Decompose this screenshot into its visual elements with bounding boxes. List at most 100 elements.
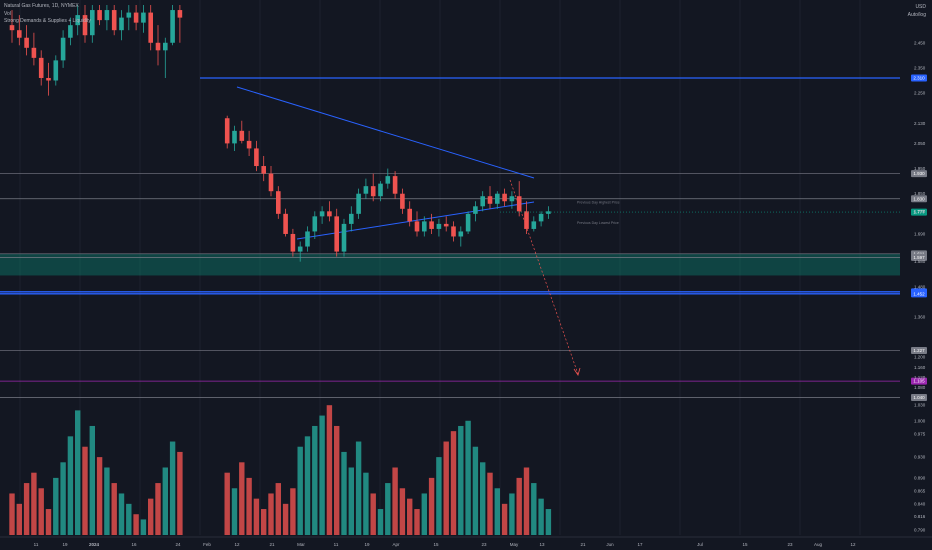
candle [458,226,464,247]
volume-bar [268,493,274,535]
candle [17,15,22,46]
volume-bar [104,467,110,535]
time-tick-label: May [510,542,519,547]
candle [327,201,332,222]
level-price-badge: 1.227 [911,346,927,354]
volume-bar [231,488,238,535]
level-badge-bg [911,346,927,354]
volume-tick-label: 0.816 [914,514,926,519]
candle-body [119,17,124,31]
volume-bar [16,503,22,535]
horizontal-levels[interactable] [0,77,900,398]
candle [224,115,230,149]
volume-bar [133,514,139,535]
level-badge-text: 1.040 [913,395,925,400]
price-tick-label: 1.850 [914,191,926,196]
time-tick-label: Jul [697,542,703,547]
volume-bar [319,415,325,535]
candle [378,181,383,202]
supply-demand-indicator-label[interactable]: Strong Demands & Supplies + Liquidity [4,18,91,24]
candle [133,5,139,31]
candle-body [261,166,266,174]
volume-bar [523,467,530,535]
candle-body [429,221,434,229]
candle [495,191,500,209]
volume-bar [326,405,333,535]
volume-tick-label: 1.030 [914,403,926,408]
candle-body [9,25,15,31]
time-tick-label: Mar [297,542,305,547]
candle [155,25,161,66]
prev-day-low-note: Previous Day Lowest Price [577,221,619,225]
candle-body [400,193,405,209]
price-axis[interactable]: 2.3101.9301.8301.6111.5971.4601.4521.227… [500,40,927,532]
candle-body [17,30,22,38]
time-tick-label: 17 [637,542,643,547]
candle [38,50,44,86]
price-notes: Previous Day Highest Price Previous Day L… [577,201,620,225]
time-tick-label: 19 [364,542,370,547]
time-tick-label: 12 [234,542,240,547]
level-badge-text: 1.227 [913,348,925,353]
candle-body [290,233,296,252]
price-tick-label: 1.160 [914,365,926,370]
chart-grid [19,0,861,535]
time-tick-label: 21 [580,542,586,547]
time-tick-label: 16 [131,542,137,547]
price-tick-label: 1.080 [914,385,926,390]
candlesticks [9,5,551,262]
candle [261,155,266,182]
vol-indicator-label[interactable]: Vol [4,10,11,17]
volume-bar [385,483,391,535]
candle-body [341,223,347,252]
candle-body [31,47,37,58]
level-badge-bg [911,253,927,261]
symbol-title[interactable]: Natural Gas Futures, 1D, NYMEX [4,3,79,9]
demand-zone-rect [0,253,900,276]
candle-body [24,37,29,48]
level-badge-bg [911,170,927,178]
candle-body [305,231,310,247]
volume-tick-label: 0.865 [914,488,926,493]
candle-body [38,57,44,78]
candle [239,120,245,144]
candle [75,5,80,36]
candle-body [516,196,522,212]
volume-tick-label: 0.790 [914,527,926,532]
volume-bar [75,410,81,535]
volume-bar [282,503,289,535]
projection-arrow[interactable] [509,179,581,376]
candle-body [392,176,398,194]
projection-arrowhead [573,367,581,376]
candle [429,213,434,234]
time-axis[interactable]: Dec111920241624Feb1221Mar1119Apr1523May1… [0,536,932,547]
candle-body [451,226,456,237]
scale-mode-label[interactable]: Auto/log [907,12,926,18]
candle [312,211,318,239]
volume-bar [53,477,59,535]
candle [524,201,529,234]
volume-bar [297,446,303,535]
candle-body [334,216,339,252]
candle [370,173,376,202]
time-tick-label: Aug [814,542,823,547]
level-badge-bg [911,393,927,401]
time-tick-label: Feb [203,542,211,547]
candle [443,216,449,232]
candle-body [53,60,59,81]
time-tick-label: 19 [62,542,68,547]
candle-body [75,15,80,26]
volume-bar [45,509,52,535]
candle [363,178,369,199]
candle-body [495,193,500,204]
candle-body [443,223,449,227]
candle [334,208,339,257]
candle [60,30,66,68]
candle-body [465,213,471,232]
currency-label[interactable]: USD [915,4,926,10]
candle-body [319,211,325,217]
candle-body [349,213,354,224]
candle [246,130,252,156]
candle [141,5,146,33]
